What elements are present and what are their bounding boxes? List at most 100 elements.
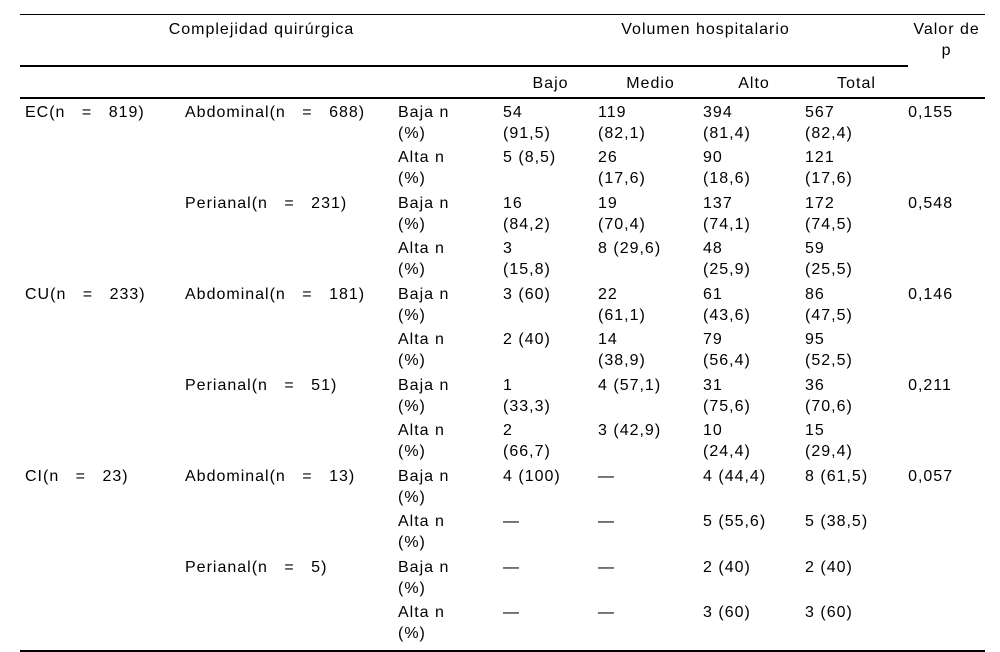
p-value-cell	[908, 599, 985, 651]
value-cell-bajo: —	[503, 558, 521, 576]
value-cell-medio: 14 (38,9)	[598, 330, 646, 369]
table-row: Perianal(n = 51) Baja n (%) 1 (33,3) 4 (…	[20, 372, 985, 417]
header-volumen: Volumen hospitalario	[503, 14, 909, 67]
value-cell-alto: 10 (24,4)	[703, 421, 751, 460]
disease-cell: CU(n = 233)	[25, 285, 146, 303]
value-cell-alto: 3 (60)	[703, 603, 751, 621]
header-valor-p: Valor de p	[913, 21, 980, 59]
complexity-cell: Baja n (%)	[398, 194, 450, 233]
value-cell-alto: 394 (81,4)	[703, 103, 751, 142]
table-row: Perianal(n = 5) Baja n (%) — — 2 (40) 2 …	[20, 554, 985, 599]
complexity-cell: Alta n (%)	[398, 330, 445, 369]
complexity-cell: Baja n (%)	[398, 558, 450, 597]
value-cell-alto: 48 (25,9)	[703, 239, 751, 278]
p-value-cell	[908, 508, 985, 554]
header-p-spacer	[908, 65, 986, 99]
value-cell-bajo: 1 (33,3)	[503, 376, 551, 415]
value-cell-bajo: 5 (8,5)	[503, 148, 557, 166]
header-complejidad: Complejidad quirúrgica	[20, 14, 504, 67]
value-cell-bajo: 4 (100)	[503, 467, 561, 485]
value-cell-alto: 79 (56,4)	[703, 330, 751, 369]
value-cell-total: 172 (74,5)	[805, 194, 853, 233]
header-medio: Medio	[598, 65, 704, 99]
disease-cell: CI(n = 23)	[25, 467, 129, 485]
value-cell-total: 567 (82,4)	[805, 103, 853, 142]
complexity-cell: Alta n (%)	[398, 421, 445, 460]
value-cell-medio: —	[598, 558, 616, 576]
header-row-groups: Complejidad quirúrgica Volumen hospitala…	[20, 14, 985, 67]
table-row: Alta n (%) 5 (8,5) 26 (17,6) 90 (18,6) 1…	[20, 144, 985, 190]
header-total: Total	[805, 65, 909, 99]
header-bajo: Bajo	[503, 65, 599, 99]
value-cell-medio: 8 (29,6)	[598, 239, 662, 257]
table-row: CU(n = 233) Abdominal(n = 181) Baja n (%…	[20, 281, 985, 326]
site-cell: Perianal(n = 5)	[185, 558, 328, 576]
site-cell: Perianal(n = 51)	[185, 376, 338, 394]
value-cell-total: 86 (47,5)	[805, 285, 853, 324]
header-spacer	[20, 65, 504, 99]
table-body: EC(n = 819) Abdominal(n = 688) Baja n (%…	[20, 98, 985, 651]
value-cell-medio: —	[598, 603, 616, 621]
value-cell-alto: 4 (44,4)	[703, 467, 767, 485]
table-header: Complejidad quirúrgica Volumen hospitala…	[20, 14, 986, 99]
table-row: CI(n = 23) Abdominal(n = 13) Baja n (%) …	[20, 463, 985, 508]
disease-cell: EC(n = 819)	[25, 103, 145, 121]
value-cell-bajo: 2 (40)	[503, 330, 551, 348]
complexity-cell: Baja n (%)	[398, 103, 450, 142]
complexity-cell: Alta n (%)	[398, 603, 445, 642]
value-cell-alto: 5 (55,6)	[703, 512, 767, 530]
complexity-cell: Baja n (%)	[398, 285, 450, 324]
value-cell-medio: 119 (82,1)	[598, 103, 646, 142]
value-cell-bajo: 54 (91,5)	[503, 103, 551, 142]
value-cell-alto: 2 (40)	[703, 558, 751, 576]
complexity-cell: Baja n (%)	[398, 467, 450, 506]
p-value-cell: 0,155	[908, 103, 954, 121]
value-cell-bajo: 2 (66,7)	[503, 421, 551, 460]
results-table: Complejidad quirúrgica Volumen hospitala…	[20, 14, 986, 652]
value-cell-bajo: —	[503, 512, 521, 530]
site-cell: Abdominal(n = 181)	[185, 285, 366, 303]
value-cell-bajo: —	[503, 603, 521, 621]
complexity-cell: Alta n (%)	[398, 239, 445, 278]
table-row: Alta n (%) 3 (15,8) 8 (29,6) 48 (25,9) 5…	[20, 235, 985, 281]
value-cell-medio: 3 (42,9)	[598, 421, 662, 439]
value-cell-total: 2 (40)	[805, 558, 853, 576]
value-cell-alto: 137 (74,1)	[703, 194, 751, 233]
value-cell-medio: 26 (17,6)	[598, 148, 646, 187]
header-row-levels: Bajo Medio Alto Total	[20, 65, 986, 99]
value-cell-bajo: 16 (84,2)	[503, 194, 551, 233]
complexity-cell: Baja n (%)	[398, 376, 450, 415]
site-cell: Perianal(n = 231)	[185, 194, 348, 212]
header-alto: Alto	[703, 65, 806, 99]
complexity-cell: Alta n (%)	[398, 148, 445, 187]
p-value-cell: 0,146	[908, 285, 954, 303]
value-cell-alto: 31 (75,6)	[703, 376, 751, 415]
value-cell-medio: 4 (57,1)	[598, 376, 662, 394]
value-cell-medio: 22 (61,1)	[598, 285, 646, 324]
value-cell-bajo: 3 (60)	[503, 285, 551, 303]
value-cell-alto: 61 (43,6)	[703, 285, 751, 324]
p-value-cell	[908, 326, 985, 372]
table-row: EC(n = 819) Abdominal(n = 688) Baja n (%…	[20, 98, 985, 144]
value-cell-total: 5 (38,5)	[805, 512, 869, 530]
table-row: Alta n (%) 2 (40) 14 (38,9) 79 (56,4) 95…	[20, 326, 985, 372]
table-row: Alta n (%) — — 3 (60) 3 (60)	[20, 599, 985, 651]
p-value-cell: 0,057	[908, 467, 954, 485]
value-cell-total: 121 (17,6)	[805, 148, 853, 187]
value-cell-total: 95 (52,5)	[805, 330, 853, 369]
value-cell-total: 8 (61,5)	[805, 467, 869, 485]
table-row: Alta n (%) 2 (66,7) 3 (42,9) 10 (24,4) 1…	[20, 417, 985, 463]
p-value-cell	[908, 235, 985, 281]
value-cell-total: 15 (29,4)	[805, 421, 853, 460]
value-cell-medio: —	[598, 467, 616, 485]
table-row: Perianal(n = 231) Baja n (%) 16 (84,2) 1…	[20, 190, 985, 235]
p-value-cell: 0,211	[908, 376, 952, 394]
value-cell-medio: 19 (70,4)	[598, 194, 646, 233]
p-value-cell	[908, 144, 985, 190]
complexity-cell: Alta n (%)	[398, 512, 445, 551]
p-value-cell	[908, 417, 985, 463]
value-cell-medio: —	[598, 512, 616, 530]
p-value-cell	[908, 554, 985, 599]
site-cell: Abdominal(n = 688)	[185, 103, 366, 121]
